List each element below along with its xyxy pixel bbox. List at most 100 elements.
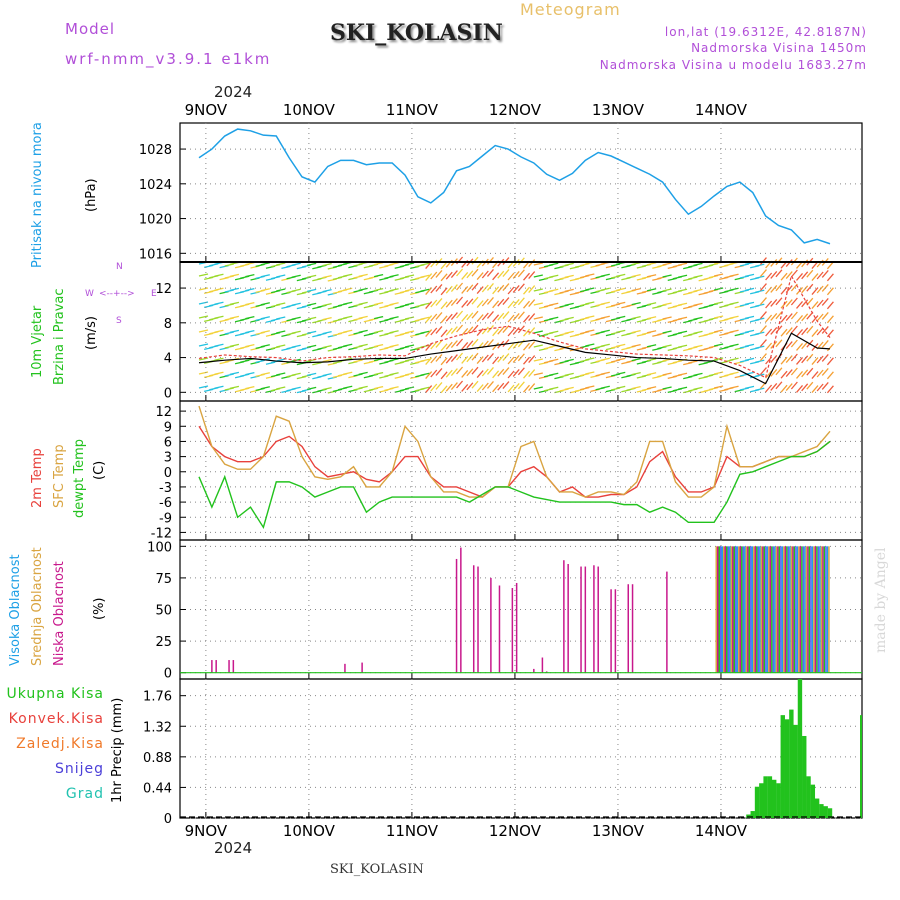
wind-barb (528, 341, 536, 350)
wind-barb (523, 384, 531, 393)
wind-barb (755, 387, 765, 391)
wind-barb (533, 386, 543, 390)
wind-barb (729, 371, 739, 375)
wind-barb (430, 313, 438, 322)
wind-barb (564, 262, 574, 267)
wind-barb (517, 367, 525, 376)
wind-barb (492, 356, 500, 365)
wind-barb (450, 340, 458, 349)
wind-barb (291, 288, 301, 292)
wind-barb (549, 274, 559, 278)
wind-barb (260, 330, 270, 334)
wind-barb (492, 370, 500, 379)
wind-barb (214, 343, 224, 347)
wind-barb (816, 313, 824, 322)
wind-barb (435, 353, 443, 362)
wind-barb (456, 380, 464, 389)
wind-barb (821, 381, 829, 390)
wind-barb (785, 259, 793, 268)
wind-barb (456, 310, 464, 319)
wind-barb (533, 316, 543, 320)
cloud-ytick-label: 0 (164, 667, 172, 682)
wind-barb (677, 386, 688, 390)
wind-barb (425, 371, 433, 380)
wind-barb (481, 326, 489, 335)
wind-barb (420, 330, 430, 334)
wind-barb (507, 328, 515, 337)
wind-barb (770, 312, 778, 321)
wind-barb (564, 302, 574, 307)
wind-barb (744, 287, 755, 292)
wind-barb (445, 285, 453, 294)
wind-barb (564, 316, 574, 321)
precip-bar (750, 811, 755, 818)
compass-e: E (151, 289, 157, 299)
wind-barb (466, 326, 474, 335)
wind-barb (471, 366, 479, 375)
wind-barb (245, 385, 255, 390)
wind-barb (476, 272, 484, 281)
wind-barb (502, 339, 510, 348)
wind-barb (770, 298, 778, 307)
wind-speed-line (198, 332, 831, 385)
wind-barb (466, 354, 474, 363)
wind-barb (549, 316, 559, 320)
wind-barb (322, 330, 332, 335)
wind-barb (198, 287, 209, 291)
wind-barb (291, 262, 301, 266)
wind-barb (729, 343, 739, 347)
wind-barb (744, 329, 755, 334)
wind-barb (816, 271, 824, 280)
wind-barb (517, 353, 525, 362)
wind-barb (790, 381, 798, 390)
wind-barb (471, 380, 479, 389)
wind-barb (229, 301, 240, 306)
precip-bar (767, 776, 773, 818)
wind-barb (785, 299, 793, 308)
wind-barb (801, 369, 809, 378)
wind-barb (229, 273, 240, 278)
wind-barb (806, 325, 814, 334)
wind-barb (646, 262, 657, 266)
wind-barb (517, 297, 525, 306)
wind-barb (821, 269, 829, 278)
precip-bar (823, 806, 828, 818)
precip-ytick-label: 1.76 (143, 690, 172, 705)
wind-barb (466, 284, 474, 293)
wind-barb (461, 299, 469, 308)
wind-barb (729, 273, 739, 277)
x-label-top: 12NOV (489, 101, 542, 119)
wind-barb (729, 329, 739, 333)
wind-barb (693, 302, 703, 307)
cloud-ytick-label: 25 (155, 635, 172, 650)
wind-barb (404, 386, 415, 390)
wind-barb (765, 300, 773, 309)
wind-barb (373, 371, 384, 376)
wind-barb (806, 353, 814, 362)
wind-barb (517, 339, 525, 348)
wind-barb (343, 371, 353, 375)
wind-barb (404, 330, 415, 334)
wind-barb (549, 330, 559, 334)
wind-barb (461, 341, 469, 350)
wind-barb (755, 317, 765, 321)
wind-barb (358, 343, 368, 348)
wind-barb (759, 339, 767, 348)
wind-barb (600, 343, 610, 347)
wind-ytick-label: 12 (155, 282, 172, 297)
wind-barb (420, 316, 430, 320)
wind-barb (796, 300, 804, 309)
wind-barb (528, 259, 536, 268)
wind-barb (440, 287, 448, 296)
wind-barb (486, 282, 494, 291)
wind-barb (801, 271, 809, 280)
precip-bar (814, 798, 820, 818)
x-label-bottom: 9NOV (185, 822, 228, 840)
wind-barb (512, 270, 520, 279)
wind-barb (198, 273, 209, 277)
wind-barb (497, 382, 505, 391)
wind-barb (811, 315, 819, 324)
wind-barb (801, 355, 809, 364)
wind-barb (373, 343, 384, 348)
